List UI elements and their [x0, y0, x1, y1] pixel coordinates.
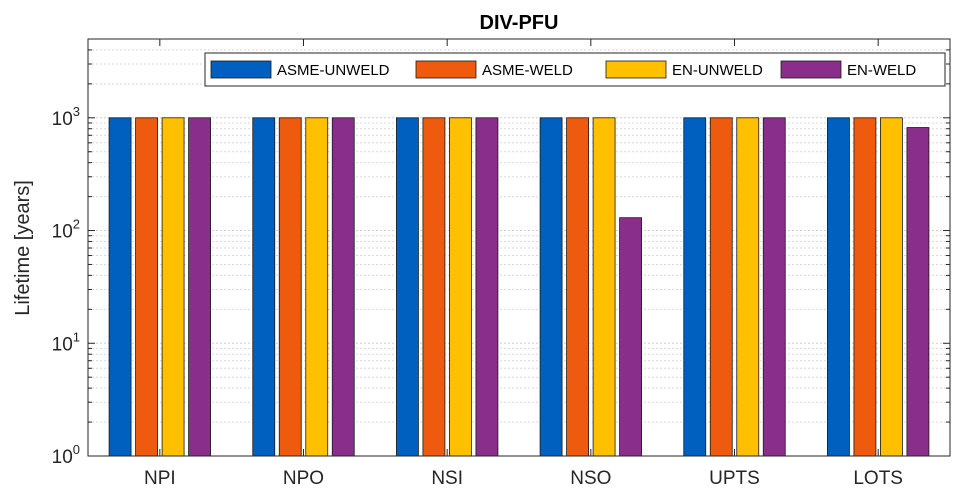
- bar-en-unweld-lots: [880, 117, 903, 457]
- x-tick-label: NSI: [431, 468, 463, 489]
- grid-lines: [88, 38, 950, 423]
- x-tick-labels: NPI NPO NSI NSO UPTS LOTS: [144, 39, 903, 489]
- bar-asme-weld-lots: [853, 117, 877, 457]
- bar-asme-unweld-npo: [252, 117, 276, 457]
- legend-swatch: [780, 60, 842, 79]
- legend-label: ASME-UNWELD: [277, 62, 390, 79]
- x-tick-label: NSO: [570, 468, 611, 489]
- bars: [108, 117, 930, 457]
- chart-title: DIV-PFU: [480, 12, 559, 34]
- y-tick-label: 102: [52, 217, 80, 243]
- y-tick-label: 101: [52, 329, 80, 355]
- x-tick-label: UPTS: [709, 468, 760, 489]
- bar-en-unweld-nso: [592, 117, 616, 457]
- bar-en-weld-nso: [619, 217, 642, 457]
- bar-asme-unweld-lots: [827, 117, 850, 457]
- legend-swatch: [210, 60, 272, 79]
- bar-asme-weld-npi: [135, 117, 158, 457]
- legend: ASME-UNWELD ASME-WELD EN-UNWELD EN-WELD: [204, 52, 946, 87]
- bar-en-unweld-upts: [736, 117, 760, 457]
- bar-en-weld-npo: [331, 117, 355, 457]
- legend-label: EN-UNWELD: [672, 62, 763, 79]
- x-tick-label: NPI: [144, 468, 176, 489]
- bar-en-weld-npi: [188, 117, 211, 457]
- bar-asme-weld-nsi: [422, 117, 446, 457]
- bar-en-unweld-nsi: [449, 117, 472, 457]
- legend-label: ASME-WELD: [482, 62, 573, 79]
- bar-asme-unweld-npi: [108, 117, 132, 457]
- y-axis-label: Lifetime [years]: [12, 180, 34, 316]
- y-tick-label: 103: [52, 104, 80, 130]
- bar-asme-unweld-upts: [683, 117, 707, 457]
- bar-en-weld-upts: [762, 117, 786, 457]
- bar-en-unweld-npo: [305, 117, 329, 457]
- bar-asme-unweld-nsi: [396, 117, 419, 457]
- bar-en-weld-lots: [906, 127, 930, 457]
- y-ticks: 100 101 102 103: [52, 38, 950, 468]
- y-tick-label: 100: [52, 442, 80, 468]
- legend-swatch: [415, 60, 477, 79]
- bar-asme-weld-upts: [709, 117, 733, 457]
- bar-en-weld-nsi: [475, 117, 499, 457]
- x-tick-label: LOTS: [853, 468, 903, 489]
- bar-asme-weld-npo: [278, 117, 302, 457]
- bar-en-unweld-npi: [161, 117, 185, 457]
- bar-asme-weld-nso: [566, 117, 589, 457]
- x-tick-label: NPO: [283, 468, 324, 489]
- legend-label: EN-WELD: [847, 62, 916, 79]
- bar-asme-unweld-nso: [539, 117, 563, 457]
- legend-swatch: [605, 60, 667, 79]
